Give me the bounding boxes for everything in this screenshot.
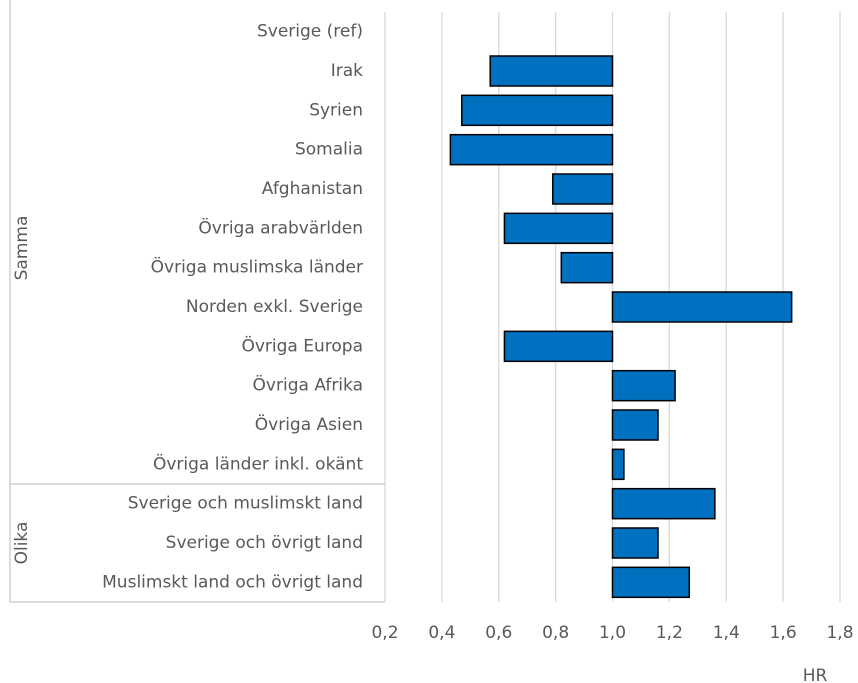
bar [489, 55, 614, 87]
y-tick-label: Övriga muslimska länder [151, 256, 363, 278]
y-tick-label: Syrien [309, 100, 363, 120]
bar [449, 133, 614, 166]
bar [503, 330, 614, 363]
bar [461, 94, 614, 127]
x-tick-label: 0,8 [542, 623, 569, 643]
bar [611, 409, 659, 441]
y-tick-label: Muslimskt land och övrigt land [102, 572, 363, 592]
x-tick-label: 1,0 [599, 623, 626, 643]
bar [611, 487, 716, 520]
y-tick-label: Övriga länder inkl. okänt [153, 452, 363, 474]
bar [611, 527, 659, 559]
bar [611, 369, 676, 402]
x-tick-label: 0,2 [371, 623, 398, 643]
bar [503, 212, 614, 245]
y-tick-label: Övriga arabvärlden [198, 216, 363, 238]
bar [611, 291, 793, 323]
y-tick-label: Övriga Europa [241, 334, 363, 356]
group-label: Olika [12, 522, 32, 565]
y-tick-label: Afghanistan [262, 179, 363, 199]
y-tick-label: Sverige och övrigt land [166, 533, 363, 553]
bar [611, 448, 625, 481]
y-tick-label: Irak [331, 61, 363, 81]
x-tick-label: 1,8 [826, 623, 853, 643]
x-tick-label: 0,6 [485, 623, 512, 643]
bar [552, 173, 614, 205]
group-label: Samma [12, 216, 32, 281]
y-tick-label: Sverige och muslimskt land [128, 494, 363, 514]
x-tick-label: 1,2 [656, 623, 683, 643]
x-tick-label: 0,4 [428, 623, 455, 643]
x-tick-label: 1,6 [770, 623, 797, 643]
y-tick-label: Somalia [295, 140, 363, 160]
y-tick-label: Sverige (ref) [257, 22, 363, 42]
bar [560, 251, 614, 284]
y-tick-label: Övriga Asien [255, 413, 363, 435]
x-axis-label: HR [803, 666, 828, 683]
bar [611, 566, 691, 599]
x-tick-label: 1,4 [713, 623, 740, 643]
y-tick-label: Övriga Afrika [253, 374, 363, 396]
y-tick-label: Norden exkl. Sverige [186, 297, 363, 317]
